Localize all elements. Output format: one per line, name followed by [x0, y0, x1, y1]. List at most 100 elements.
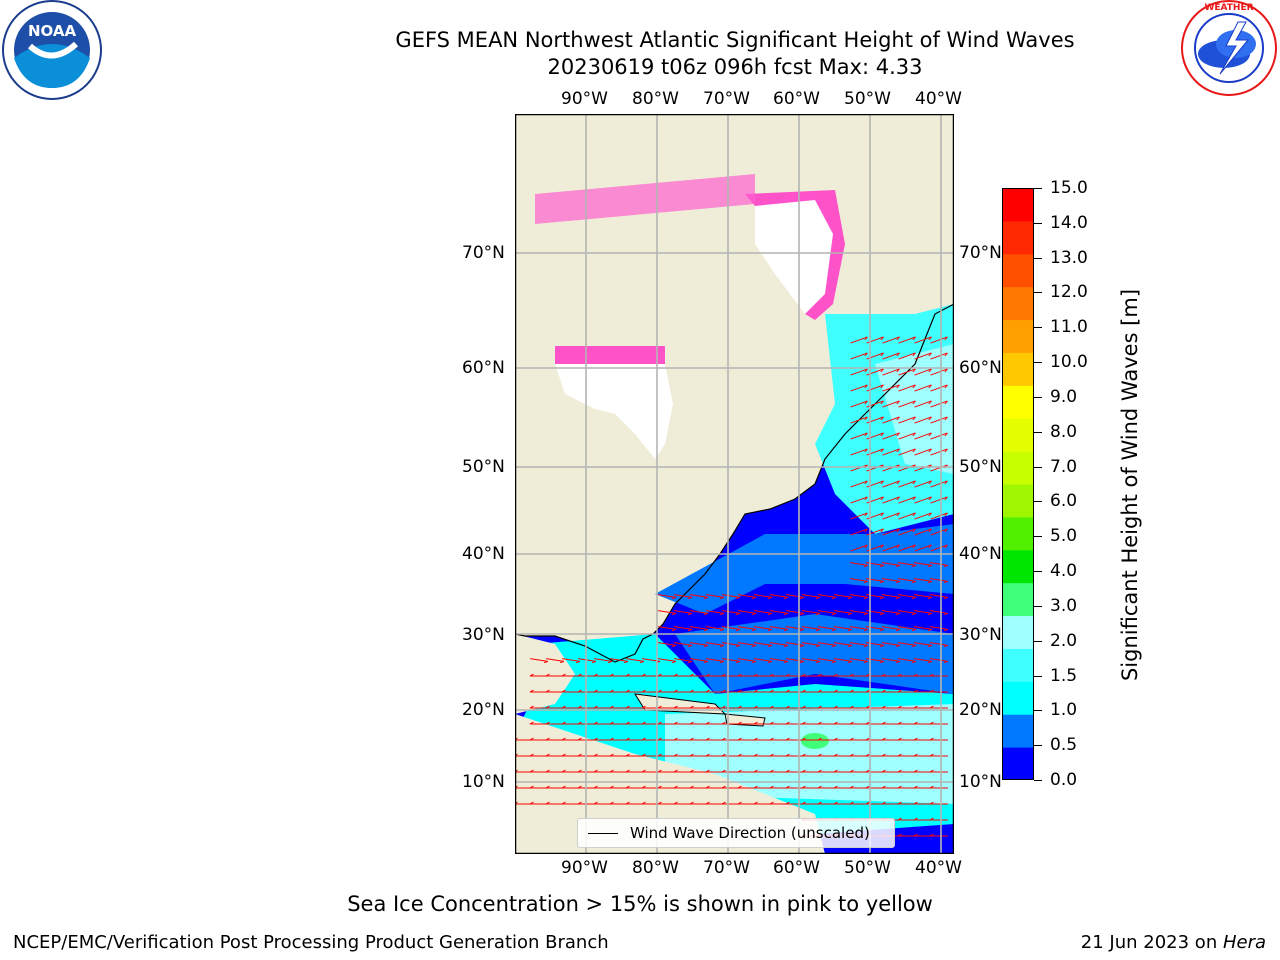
- land-yucatan: [515, 634, 575, 714]
- lat-label-right-70n: 70°N: [959, 243, 1002, 263]
- noaa-logo-text: NOAA: [28, 22, 77, 40]
- lat-label-right-50n: 50°N: [959, 457, 1002, 477]
- colorbar-tick-mark: [1034, 745, 1042, 747]
- wind-wave-vectors: [513, 336, 949, 837]
- colorbar-segment: [1002, 385, 1034, 419]
- coastline: [514, 303, 955, 663]
- colorbar-tick-label: 12.0: [1050, 282, 1088, 303]
- colorbar-title: Significant Height of Wind Waves [m]: [1118, 288, 1142, 682]
- colorbar-tick-label: 3.0: [1050, 595, 1078, 616]
- lat-label-left-30n: 30°N: [462, 625, 505, 645]
- land-greenland: [765, 114, 954, 319]
- noaa-logo: NOAA: [0, 0, 104, 104]
- colorbar-tick-label: 6.0: [1050, 491, 1078, 512]
- colorbar-segment: [1002, 319, 1034, 353]
- colorbar-tick-mark: [1034, 396, 1042, 398]
- colorbar-tick-label: 0.0: [1050, 770, 1078, 790]
- colorbar-tick-label: 1.0: [1050, 700, 1078, 721]
- colorbar-tick-mark: [1034, 710, 1042, 712]
- colorbar-segment: [1002, 516, 1034, 551]
- lat-label-right-30n: 30°N: [959, 625, 1002, 645]
- colorbar-segment: [1002, 714, 1034, 748]
- colorbar-segment: [1002, 648, 1034, 682]
- footer-date-text: 21 Jun 2023 on: [1080, 932, 1223, 953]
- colorbar-tick-mark: [1034, 431, 1042, 433]
- chart-title: GEFS MEAN Northwest Atlantic Significant…: [395, 28, 1075, 52]
- colorbar-tick-label: 10.0: [1050, 352, 1088, 373]
- legend-label: Wind Wave Direction (unscaled): [630, 824, 870, 842]
- colorbar-segment: [1002, 286, 1034, 321]
- lat-label-left-50n: 50°N: [462, 457, 505, 477]
- footer-date: 21 Jun 2023 on Hera: [1081, 931, 1266, 955]
- lat-label-left-20n: 20°N: [462, 700, 505, 720]
- colorbar-tick-mark: [1034, 327, 1042, 329]
- lat-label-right-60n: 60°N: [959, 358, 1002, 378]
- lat-lon-grid: [515, 114, 954, 854]
- colorbar-segment: [1002, 747, 1034, 781]
- colorbar-tick-label: 15.0: [1050, 178, 1088, 198]
- colorbar-tick-mark: [1034, 501, 1042, 503]
- chart-subtitle: 20230619 t06z 096h fcst Max: 4.33: [547, 55, 923, 79]
- lon-label-bottom-80w: 80°W: [632, 858, 679, 878]
- colorbar-tick-label: 2.0: [1050, 630, 1078, 651]
- colorbar-segment: [1002, 188, 1034, 222]
- lon-label-top-40w: 40°W: [915, 89, 962, 109]
- colorbar-tick-label: 0.5: [1050, 735, 1078, 756]
- colorbar-tick-mark: [1034, 536, 1042, 538]
- lon-label-top-70w: 70°W: [703, 89, 750, 109]
- land-north-america: [515, 114, 954, 662]
- colorbar-segment: [1002, 220, 1034, 255]
- colorbar-tick-mark: [1034, 466, 1042, 468]
- colorbar-tick-label: 7.0: [1050, 456, 1078, 477]
- colorbar: [1002, 188, 1034, 781]
- colorbar-tick-mark: [1034, 362, 1042, 364]
- max-wave-spot: [801, 733, 829, 749]
- colorbar-segment: [1002, 615, 1034, 649]
- colorbar-tick-mark: [1034, 675, 1042, 677]
- ice-edge-hudson: [555, 346, 665, 364]
- colorbar-segment: [1002, 549, 1034, 584]
- baffin-bay: [755, 194, 835, 314]
- colorbar-tick-label: 14.0: [1050, 212, 1088, 233]
- lon-label-bottom-70w: 70°W: [703, 858, 750, 878]
- lon-label-bottom-40w: 40°W: [915, 858, 962, 878]
- colorbar-tick-mark: [1034, 222, 1042, 224]
- colorbar-tick-mark: [1034, 640, 1042, 642]
- legend-line-swatch: [588, 832, 618, 834]
- lat-label-right-20n: 20°N: [959, 700, 1002, 720]
- lon-label-top-80w: 80°W: [632, 89, 679, 109]
- colorbar-tick-label: 8.0: [1050, 421, 1078, 442]
- caribbean-light: [665, 704, 954, 804]
- ice-edge-arctic: [535, 174, 755, 224]
- lon-label-top-60w: 60°W: [773, 89, 820, 109]
- colorbar-segment: [1002, 451, 1034, 485]
- colorbar-ticks: 0.0 0.5 1.0 1.5 2.0 3.0 4.0 5.0 6.0 7.0 8.0 9.0 10.0…: [1034, 178, 1104, 790]
- footer-credit: NCEP/EMC/Verification Post Processing Pr…: [13, 932, 609, 953]
- colorbar-segment: [1002, 681, 1034, 715]
- sea-ice-note: Sea Ice Concentration > 15% is shown in …: [347, 892, 933, 916]
- lat-label-right-40n: 40°N: [959, 544, 1002, 564]
- lat-label-right-10n: 10°N: [959, 772, 1002, 792]
- colorbar-tick-mark: [1034, 257, 1042, 259]
- colorbar-tick-label: 9.0: [1050, 386, 1078, 407]
- footer-host: Hera: [1222, 932, 1266, 953]
- labrador-sea-light: [875, 344, 954, 474]
- colorbar-tick-label: 5.0: [1050, 526, 1078, 547]
- lon-label-bottom-60w: 60°W: [773, 858, 820, 878]
- map-legend: Wind Wave Direction (unscaled): [577, 818, 895, 848]
- lon-label-top-90w: 90°W: [561, 89, 608, 109]
- colorbar-segment: [1002, 582, 1034, 617]
- colorbar-segment: [1002, 253, 1034, 288]
- colorbar-tick-mark: [1034, 571, 1042, 573]
- lon-label-top-50w: 50°W: [844, 89, 891, 109]
- colorbar-tick-mark: [1034, 292, 1042, 294]
- lon-label-bottom-50w: 50°W: [844, 858, 891, 878]
- colorbar-segment: [1002, 352, 1034, 386]
- lat-label-left-40n: 40°N: [462, 544, 505, 564]
- colorbar-segment: [1002, 484, 1034, 518]
- colorbar-tick-label: 11.0: [1050, 317, 1088, 338]
- lat-label-left-60n: 60°N: [462, 358, 505, 378]
- wave-height-map: [513, 113, 955, 855]
- svg-text:WEATHER: WEATHER: [1204, 3, 1253, 13]
- nws-logo: WEATHER: [1178, 0, 1280, 100]
